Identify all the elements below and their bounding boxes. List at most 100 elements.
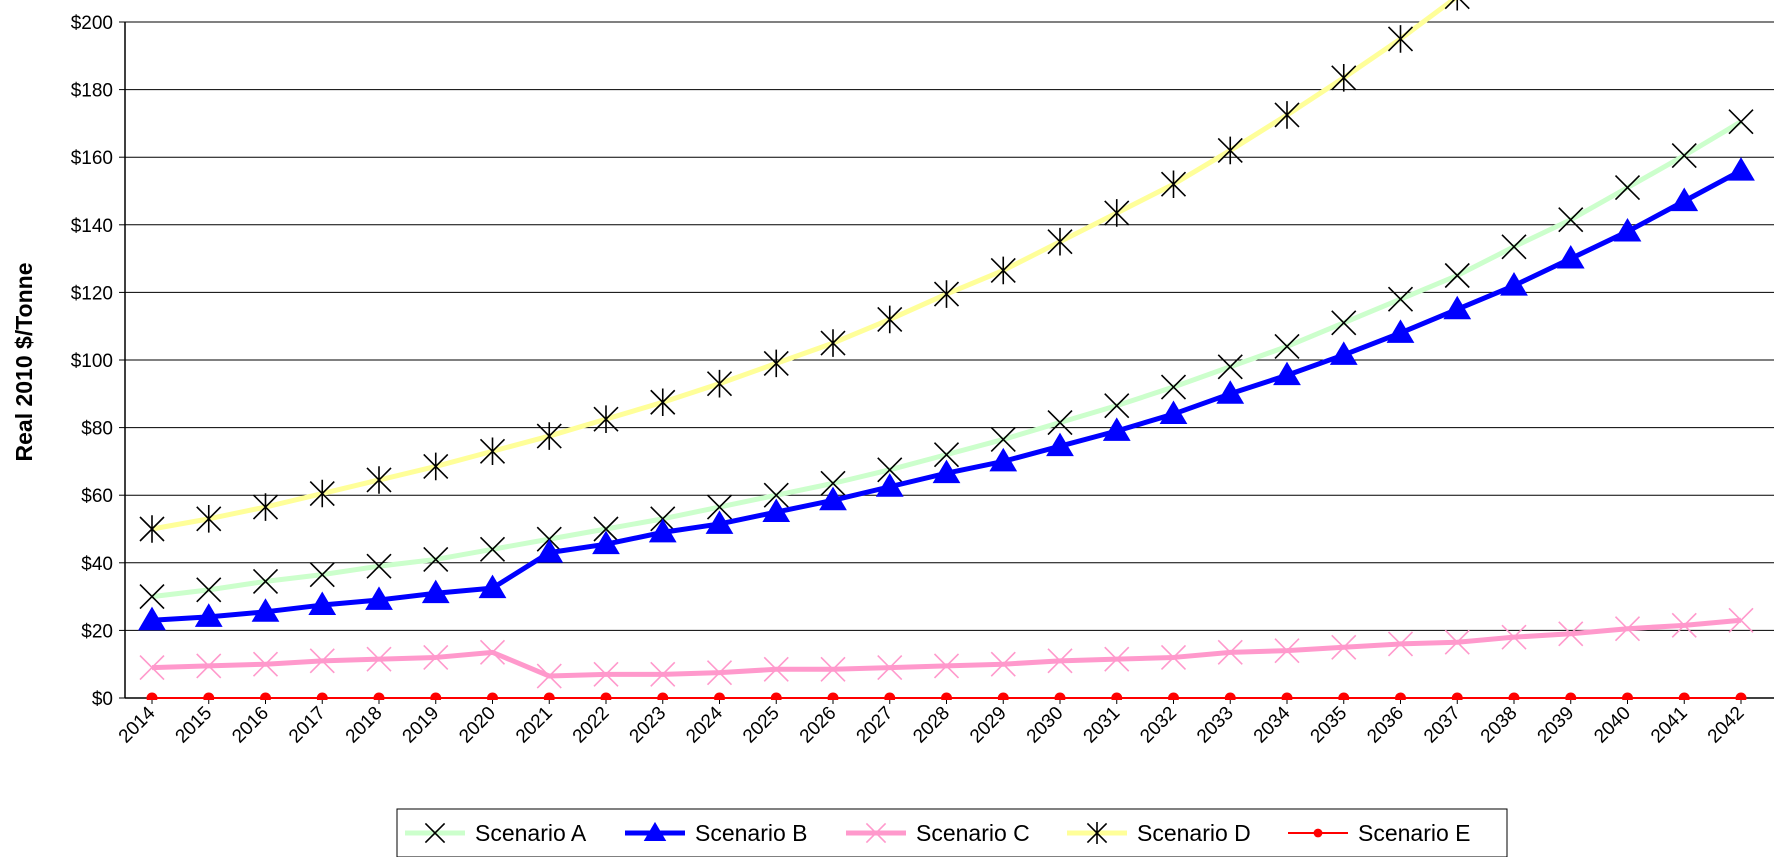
data-point xyxy=(763,482,789,508)
data-point xyxy=(1274,333,1300,360)
data-point xyxy=(1338,692,1350,700)
x-tick-label: 2038 xyxy=(1477,703,1522,748)
data-point xyxy=(424,822,446,844)
data-point xyxy=(1159,400,1188,425)
data-point xyxy=(478,574,507,599)
data-point xyxy=(762,498,791,523)
data-point xyxy=(941,692,952,700)
series-scenario-d xyxy=(139,0,1470,543)
data-point xyxy=(877,457,903,483)
data-point xyxy=(933,653,960,679)
series-scenario-b xyxy=(138,157,1755,631)
data-point xyxy=(309,479,335,508)
x-tick-label: 2039 xyxy=(1534,703,1579,748)
data-point xyxy=(1728,109,1754,135)
y-tick-label: $40 xyxy=(81,554,113,575)
data-point xyxy=(423,546,449,572)
data-point xyxy=(706,660,733,686)
data-point xyxy=(309,648,335,674)
y-tick-label: $140 xyxy=(71,216,113,237)
y-tick-labels: $0 $20 $40 $60 $80 $100 $120 $140 $160 $180 $200 xyxy=(71,13,113,710)
legend-entry: Scenario D xyxy=(1067,820,1251,846)
data-point xyxy=(1047,409,1073,436)
data-point xyxy=(479,437,506,466)
x-tick-label: 2036 xyxy=(1363,703,1408,748)
legend-label: Scenario E xyxy=(1358,820,1471,846)
data-point xyxy=(1501,234,1527,260)
legend-label: Scenario D xyxy=(1137,820,1251,846)
legend-label: Scenario A xyxy=(475,820,587,846)
data-point xyxy=(763,349,789,378)
data-point xyxy=(1614,616,1641,642)
data-point xyxy=(138,606,166,631)
data-point xyxy=(1329,341,1358,365)
data-point xyxy=(252,651,279,677)
data-point xyxy=(819,486,847,511)
data-point xyxy=(932,459,961,484)
x-tick-label: 2016 xyxy=(228,703,273,748)
data-point xyxy=(194,603,223,627)
y-axis-label: Real 2010 $/Tonne xyxy=(11,263,37,462)
data-point xyxy=(1217,136,1243,165)
data-point xyxy=(1281,692,1293,700)
data-point xyxy=(989,447,1018,472)
data-point xyxy=(1047,648,1073,674)
x-tick-labels: 2014 2015 2016 2017 2018 2019 2020 2021 2022 2023… xyxy=(115,702,1749,747)
data-point xyxy=(1622,692,1633,700)
y-tick-label: $180 xyxy=(71,81,113,102)
data-point xyxy=(536,422,562,450)
data-point xyxy=(1444,629,1470,655)
data-point xyxy=(1451,692,1463,700)
series-layer xyxy=(138,0,1755,700)
data-point xyxy=(536,663,562,689)
legend-entry: Scenario A xyxy=(405,820,587,846)
x-tick-label: 2019 xyxy=(399,703,444,748)
data-point xyxy=(543,692,555,700)
y-tick-label: $200 xyxy=(71,13,113,34)
data-point xyxy=(706,494,733,520)
x-tick-label: 2023 xyxy=(626,703,671,748)
y-tick-label: $80 xyxy=(81,419,113,440)
data-point xyxy=(203,692,215,700)
data-point xyxy=(643,821,667,842)
data-point xyxy=(1508,692,1520,700)
x-tick-label: 2022 xyxy=(569,703,614,748)
data-point xyxy=(592,530,620,555)
data-point xyxy=(1111,692,1123,700)
x-tick-label: 2030 xyxy=(1023,703,1068,748)
data-point xyxy=(1104,199,1130,227)
data-point xyxy=(1386,319,1415,343)
data-point xyxy=(196,653,222,679)
x-tick-label: 2029 xyxy=(966,703,1011,748)
legend-entry: Scenario E xyxy=(1288,820,1471,846)
data-point xyxy=(139,655,165,681)
data-point xyxy=(139,515,165,543)
x-tick-label: 2034 xyxy=(1250,702,1295,747)
data-point xyxy=(421,579,450,604)
x-tick-label: 2040 xyxy=(1590,703,1635,748)
data-point xyxy=(593,516,619,542)
x-tick-label: 2015 xyxy=(172,703,217,748)
y-tick-label: $20 xyxy=(81,621,113,642)
data-point xyxy=(770,692,782,700)
data-point xyxy=(1273,361,1301,386)
data-point xyxy=(423,644,449,671)
y-tick-label: $120 xyxy=(71,283,113,304)
x-tick-label: 2017 xyxy=(285,703,330,748)
data-point xyxy=(714,692,725,700)
x-tick-label: 2042 xyxy=(1704,703,1749,748)
data-point xyxy=(366,466,392,494)
legend-entry: Scenario C xyxy=(846,820,1030,846)
data-point xyxy=(884,692,896,700)
data-point xyxy=(479,536,506,562)
data-point xyxy=(1387,286,1414,312)
data-point xyxy=(990,426,1016,452)
data-point xyxy=(196,577,222,603)
x-tick-label: 2025 xyxy=(739,703,784,748)
y-tick-label: $160 xyxy=(71,148,113,169)
data-point xyxy=(1160,374,1187,400)
data-point xyxy=(1443,295,1472,320)
x-tick-label: 2026 xyxy=(796,703,841,748)
x-tick-label: 2018 xyxy=(342,703,387,748)
